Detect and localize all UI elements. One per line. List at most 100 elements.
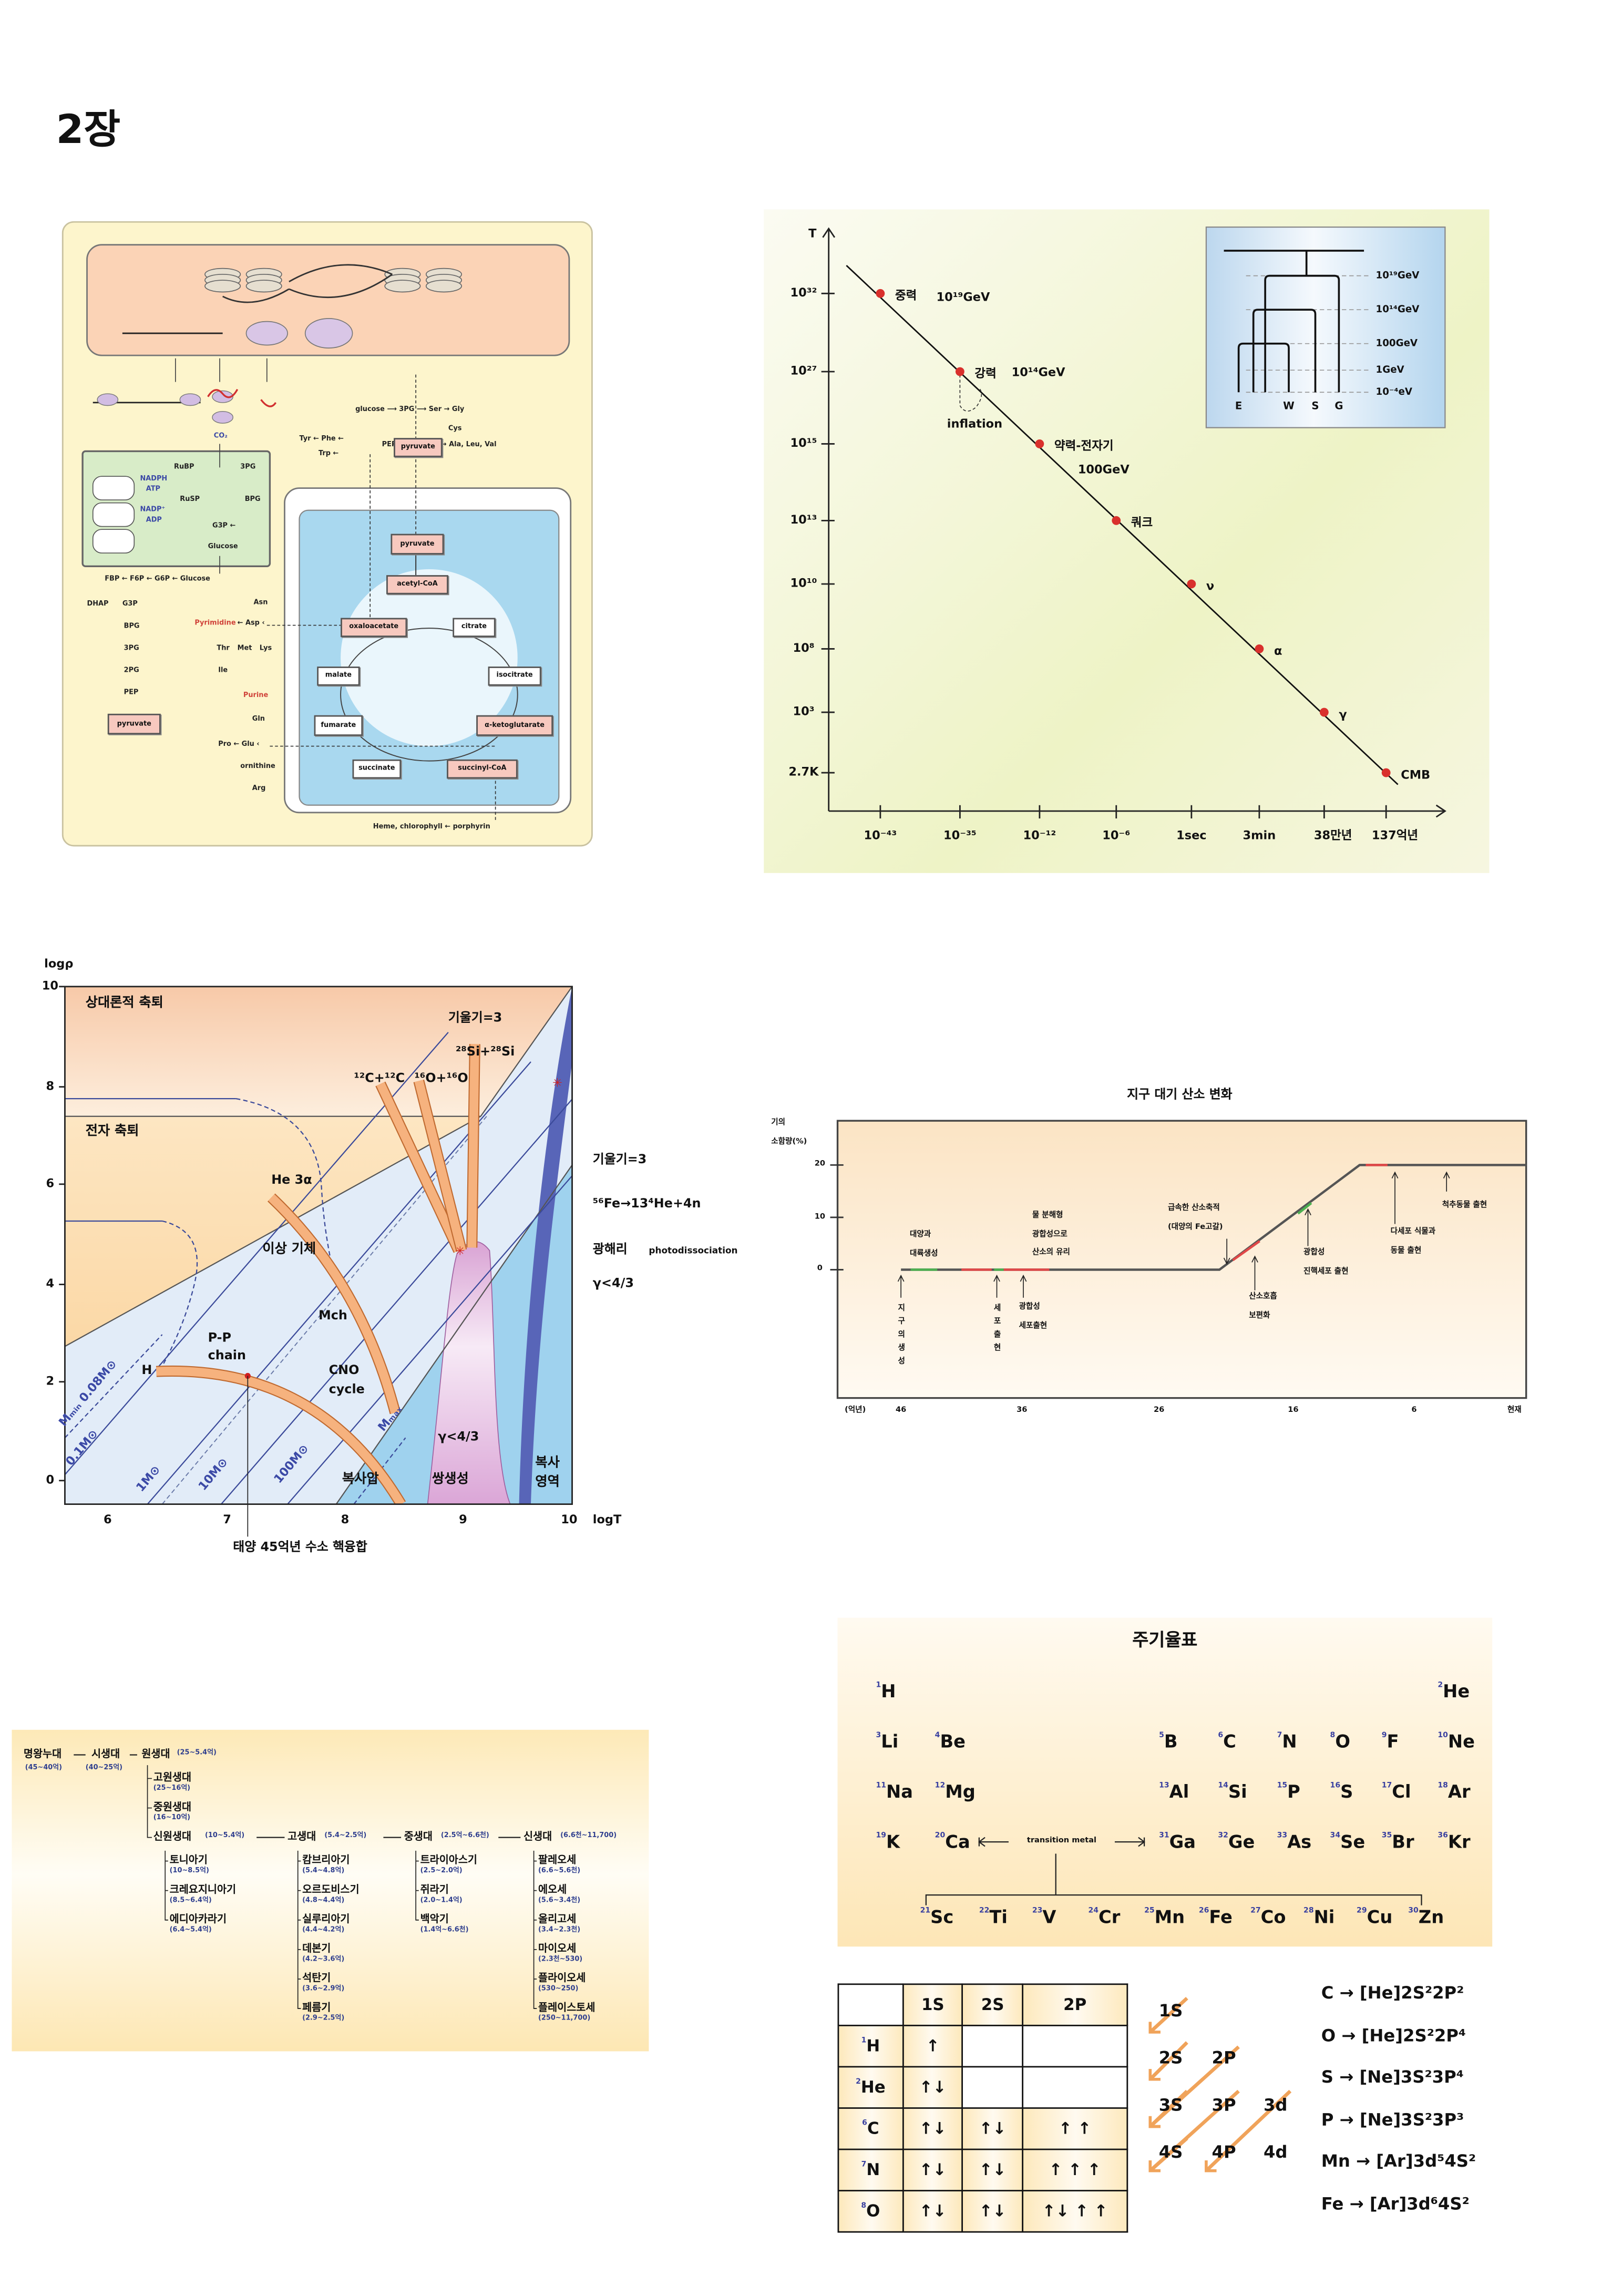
event-label: ν bbox=[1206, 579, 1215, 593]
atomic-number: 8 bbox=[861, 2201, 867, 2211]
symbol: Mn bbox=[1154, 1906, 1185, 1928]
arrowhead bbox=[1223, 1257, 1230, 1265]
periodic-table: 주기율표 1H 2He 3Li 4Be 5B 6C 7N 8O 9F 10Ne 11Na 12Mg 13A… bbox=[837, 1617, 1493, 1947]
atomic-number: 2 bbox=[856, 2077, 861, 2087]
element-symbol: 4Be bbox=[935, 1732, 966, 1750]
diagram-label: CNO bbox=[328, 1364, 360, 1379]
metabolite-box: acetyl-CoA bbox=[386, 575, 448, 594]
period-name: 석탄기 bbox=[302, 1972, 331, 1984]
element-symbol: 22Ti bbox=[979, 1908, 1008, 1926]
symbol: F bbox=[1387, 1731, 1399, 1752]
tca-cycle-arrows bbox=[340, 628, 518, 762]
symbol: Al bbox=[1169, 1781, 1189, 1802]
diagram-label: γ<4/3 bbox=[438, 1430, 479, 1445]
symbol: C bbox=[867, 2119, 879, 2138]
event-label: α bbox=[1274, 644, 1282, 658]
sun-marker bbox=[244, 1372, 251, 1379]
plot-frame bbox=[836, 1120, 1527, 1399]
period-range: (10~8.5억) bbox=[169, 1868, 209, 1875]
period-range: (250~11,700) bbox=[538, 2015, 591, 2023]
y-tick-label: 10¹³ bbox=[790, 513, 817, 527]
diagram-label: 광해리 bbox=[592, 1243, 628, 1258]
oxygen-burning-band bbox=[414, 1080, 466, 1252]
atomic-number: 9 bbox=[1381, 1731, 1387, 1740]
symbol: N bbox=[866, 2160, 880, 2180]
era-name: 신생대 bbox=[523, 1831, 552, 1843]
era-name: 중생대 bbox=[404, 1831, 433, 1843]
symbol: Co bbox=[1260, 1906, 1286, 1928]
era-range: (6.6천~11,700) bbox=[560, 1832, 617, 1840]
atmospheric-oxygen-chart: 지구 대기 산소 변화 기의 소함량(%) 20 10 0 (억년) 46 36 26 16 6 현재 대… bbox=[766, 1061, 1593, 1446]
period-range: (2.0~1.4억) bbox=[420, 1897, 463, 1905]
arrowhead bbox=[1443, 1171, 1450, 1178]
element-symbol: 25Mn bbox=[1144, 1908, 1185, 1926]
ribosome-icon bbox=[179, 393, 201, 406]
event-point bbox=[955, 367, 964, 376]
diagram-label: P-P bbox=[208, 1331, 232, 1346]
era-range: (2.5억~6.6천) bbox=[440, 1832, 489, 1840]
y-axis-label: T bbox=[808, 227, 817, 241]
symbol: Kr bbox=[1448, 1831, 1471, 1852]
atomic-number: 11 bbox=[876, 1781, 887, 1790]
eon-name: 명왕누대 bbox=[23, 1748, 62, 1760]
nucleosome-icon bbox=[384, 280, 421, 293]
metabolite-label: Tyr ← Phe ← bbox=[299, 436, 344, 444]
event-label: 약력-전자기 bbox=[1054, 439, 1114, 453]
element-symbol: 18Ar bbox=[1438, 1782, 1470, 1801]
period-name: 에오세 bbox=[538, 1884, 567, 1896]
atomic-number: 2 bbox=[1438, 1681, 1443, 1690]
element-cell: 6C bbox=[837, 2107, 904, 2150]
x-tick-label: 10⁻³⁵ bbox=[943, 828, 977, 842]
metabolite-label: Trp ← bbox=[318, 450, 339, 458]
atomic-number: 29 bbox=[1357, 1906, 1367, 1916]
element-cell: 7N bbox=[837, 2148, 904, 2191]
annotation-text: 출 bbox=[993, 1330, 1001, 1340]
x-tick-label: 1sec bbox=[1176, 828, 1207, 842]
thylakoid-icon bbox=[92, 502, 135, 527]
atomic-number: 24 bbox=[1088, 1906, 1099, 1916]
symbol: H bbox=[866, 2036, 880, 2056]
element-symbol: 3Li bbox=[876, 1732, 898, 1750]
element-symbol: 23V bbox=[1032, 1908, 1056, 1926]
annotation-text: 대양과 bbox=[909, 1230, 931, 1239]
symbol: Ne bbox=[1448, 1731, 1475, 1752]
era-name: 고원생대 bbox=[153, 1771, 192, 1784]
metabolite-label: Ile bbox=[218, 668, 228, 675]
atomic-number: 23 bbox=[1032, 1906, 1043, 1916]
symbol: Ge bbox=[1228, 1831, 1255, 1852]
period-name: 올리고세 bbox=[538, 1913, 577, 1925]
element-symbol: 24Cr bbox=[1088, 1908, 1120, 1926]
y-tick-label: 20 bbox=[814, 1160, 826, 1169]
event-point bbox=[1035, 439, 1044, 448]
force-label: W bbox=[1283, 400, 1295, 413]
metabolite-label: Heme, chlorophyll ← porphyrin bbox=[373, 824, 490, 832]
diagram-label: 기울기=3 bbox=[592, 1153, 647, 1168]
metabolite-label: Cys bbox=[448, 425, 462, 433]
y-tick-label: 10 bbox=[42, 979, 59, 993]
x-unit-label: (억년) bbox=[845, 1406, 866, 1415]
atomic-number: 1 bbox=[876, 1681, 881, 1690]
event-energy: 10¹⁹GeV bbox=[936, 290, 990, 304]
period-range: (2.9~2.5억) bbox=[302, 2015, 345, 2023]
spin-cell: ↑↓ bbox=[962, 2107, 1024, 2150]
element-symbol: 12Mg bbox=[935, 1782, 976, 1801]
table-row: 1H ↑ bbox=[837, 2024, 1128, 2068]
diagram-label: 기울기=3 bbox=[448, 1011, 502, 1026]
diagram-label: chain bbox=[208, 1349, 246, 1364]
x-tick-label: 3min bbox=[1243, 828, 1276, 842]
event-point bbox=[876, 289, 885, 298]
period-name: 크레요지니아기 bbox=[169, 1884, 237, 1896]
region-label: 복사압 bbox=[342, 1472, 379, 1488]
metabolite-box: oxaloacetate bbox=[341, 618, 407, 637]
period-range: (4.8~4.4억) bbox=[302, 1897, 345, 1905]
highlight-segment bbox=[1232, 1240, 1260, 1262]
atomic-number: 6 bbox=[1218, 1731, 1224, 1740]
symbol: Fe bbox=[1209, 1906, 1233, 1928]
region-label: 이상 기체 bbox=[262, 1242, 316, 1257]
mass-line bbox=[220, 1098, 572, 1504]
diagram-label: cycle bbox=[328, 1382, 365, 1398]
annotation-text: 동물 출현 bbox=[1390, 1246, 1422, 1255]
period-range: (8.5~6.4억) bbox=[169, 1897, 212, 1905]
